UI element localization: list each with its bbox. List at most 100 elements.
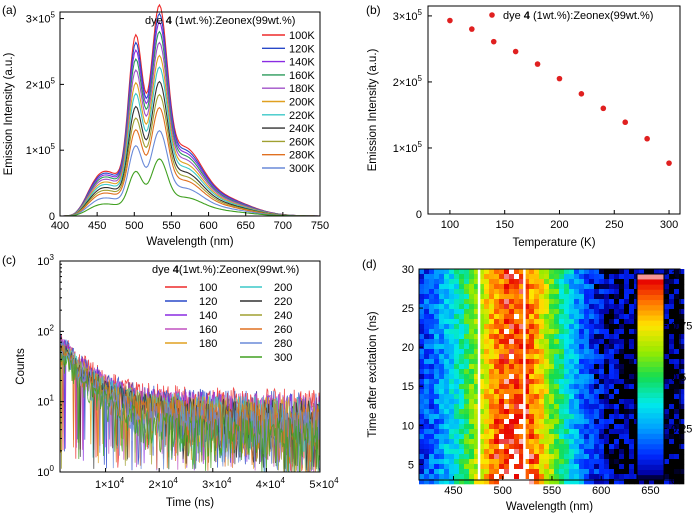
heatmap-cell <box>574 434 580 440</box>
heatmap-cell <box>624 414 630 420</box>
heatmap-cell <box>679 289 685 295</box>
heatmap-cell <box>479 474 485 480</box>
heatmap-cell <box>459 469 465 475</box>
heatmap-cell <box>424 299 430 305</box>
heatmap-cell <box>449 459 455 465</box>
heatmap-cell <box>669 404 675 410</box>
heatmap-cell <box>474 344 480 350</box>
heatmap-cell <box>579 479 585 485</box>
heatmap-cell <box>619 389 625 395</box>
heatmap-cell <box>439 464 445 470</box>
heatmap-cell <box>604 279 610 285</box>
heatmap-cell <box>514 369 520 375</box>
heatmap-cell <box>504 369 510 375</box>
heatmap-cell <box>549 394 555 400</box>
heatmap-cell <box>669 379 675 385</box>
heatmap-cell <box>629 369 635 375</box>
heatmap-cell <box>544 284 550 290</box>
heatmap-cell <box>549 299 555 305</box>
heatmap-cell <box>679 344 685 350</box>
heatmap-cell <box>679 464 685 470</box>
heatmap-cell <box>614 274 620 280</box>
heatmap-cell <box>439 409 445 415</box>
heatmap-cell <box>564 384 570 390</box>
heatmap-cell <box>624 314 630 320</box>
heatmap-cell <box>564 344 570 350</box>
heatmap-cell <box>534 419 540 425</box>
heatmap-cell <box>599 319 605 325</box>
heatmap-cell <box>514 279 520 285</box>
heatmap-cell <box>519 344 525 350</box>
heatmap-cell <box>579 444 585 450</box>
heatmap-cell <box>534 364 540 370</box>
heatmap-cell <box>674 434 680 440</box>
heatmap-cell <box>534 334 540 340</box>
heatmap-cell <box>519 359 525 365</box>
heatmap-cell <box>509 334 515 340</box>
heatmap-cell <box>604 289 610 295</box>
heatmap-cell <box>574 344 580 350</box>
heatmap-cell <box>429 424 435 430</box>
heatmap-cell <box>459 299 465 305</box>
heatmap-cell <box>464 334 470 340</box>
heatmap-cell <box>614 409 620 415</box>
heatmap-cell <box>554 364 560 370</box>
heatmap-cell <box>609 374 615 380</box>
heatmap-cell <box>444 384 450 390</box>
heatmap-cell <box>454 419 460 425</box>
heatmap-cell <box>564 329 570 335</box>
heatmap-cell <box>469 344 475 350</box>
colorbar-band <box>637 407 664 414</box>
heatmap-cell <box>434 374 440 380</box>
heatmap-cell <box>524 454 530 460</box>
heatmap-cell <box>539 459 545 465</box>
heatmap-cell <box>559 449 565 455</box>
heatmap-cell <box>499 394 505 400</box>
heatmap-cell <box>674 284 680 290</box>
heatmap-cell <box>494 349 500 355</box>
heatmap-cell <box>674 349 680 355</box>
heatmap-cell <box>444 424 450 430</box>
heatmap-cell <box>679 369 685 375</box>
heatmap-cell <box>419 454 425 460</box>
heatmap-cell <box>624 344 630 350</box>
heatmap-cell <box>589 374 595 380</box>
heatmap-cell <box>619 319 625 325</box>
heatmap-cell <box>484 319 490 325</box>
heatmap-cell <box>434 434 440 440</box>
heatmap-cell <box>549 414 555 420</box>
heatmap-cell <box>534 319 540 325</box>
heatmap-cell <box>549 404 555 410</box>
heatmap-cell <box>504 424 510 430</box>
heatmap-cell <box>444 399 450 405</box>
heatmap-cell <box>669 429 675 435</box>
heatmap-cell <box>554 404 560 410</box>
heatmap-cell <box>584 299 590 305</box>
heatmap-cell <box>424 424 430 430</box>
heatmap-cell <box>559 364 565 370</box>
heatmap-cell <box>444 279 450 285</box>
heatmap-cell <box>489 364 495 370</box>
heatmap-cell <box>464 409 470 415</box>
heatmap-cell <box>594 429 600 435</box>
heatmap-cell <box>594 354 600 360</box>
heatmap-cell <box>434 344 440 350</box>
heatmap-cell <box>484 439 490 445</box>
heatmap-cell <box>614 299 620 305</box>
heatmap-cell <box>589 344 595 350</box>
heatmap-cell <box>584 324 590 330</box>
heatmap-cell <box>594 344 600 350</box>
heatmap-cell <box>524 424 530 430</box>
heatmap-cell <box>489 279 495 285</box>
heatmap-cell <box>474 429 480 435</box>
heatmap-cell <box>564 444 570 450</box>
heatmap-cell <box>679 274 685 280</box>
heatmap-cell <box>614 454 620 460</box>
heatmap-cell <box>559 369 565 375</box>
heatmap-cell <box>474 394 480 400</box>
heatmap-cell <box>474 359 480 365</box>
heatmap-cell <box>584 384 590 390</box>
heatmap-cell <box>424 349 430 355</box>
heatmap-cell <box>464 414 470 420</box>
heatmap-cell <box>619 429 625 435</box>
